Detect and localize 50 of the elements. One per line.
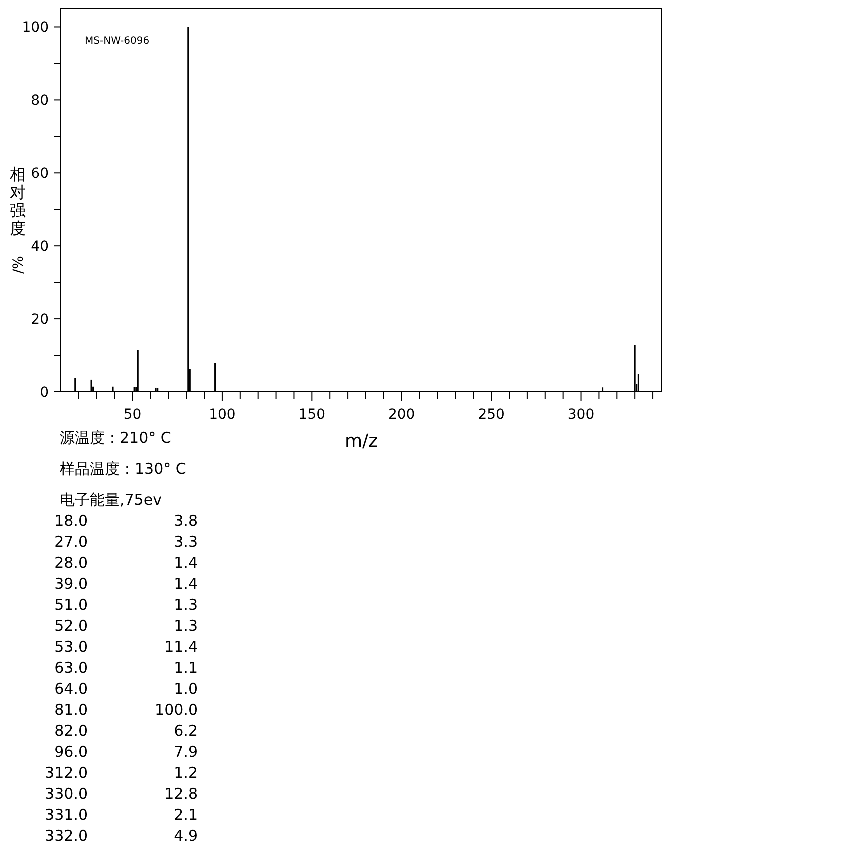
text: 1.1 bbox=[174, 659, 198, 677]
text: 81.0 bbox=[54, 701, 88, 719]
text: 源温度：210° C bbox=[60, 429, 172, 447]
text: 332.0 bbox=[45, 827, 88, 845]
y-axis-title: 相对强度/% bbox=[10, 165, 27, 274]
x-tick-label: 150 bbox=[298, 407, 326, 423]
x-tick-label: 250 bbox=[478, 407, 505, 423]
x-tick-label: 300 bbox=[568, 407, 595, 423]
text: 6.2 bbox=[174, 722, 198, 740]
y-tick-label: 100 bbox=[22, 20, 49, 36]
text: 1.2 bbox=[174, 764, 198, 782]
text: 11.4 bbox=[164, 638, 198, 656]
y-tick-label: 20 bbox=[31, 312, 49, 328]
text: 4.9 bbox=[174, 827, 198, 845]
text: 电子能量,75ev bbox=[60, 491, 162, 509]
text: 7.9 bbox=[174, 743, 198, 761]
y-tick-label: 80 bbox=[31, 93, 49, 110]
text: 1.3 bbox=[174, 617, 198, 635]
x-axis-title: m/z bbox=[344, 431, 378, 452]
text: 312.0 bbox=[45, 764, 88, 782]
text: 51.0 bbox=[54, 596, 88, 614]
text: 331.0 bbox=[45, 806, 88, 824]
y-tick-label: 40 bbox=[31, 239, 49, 256]
text: 52.0 bbox=[54, 617, 88, 635]
y-tick-label: 60 bbox=[31, 166, 49, 182]
text: 18.0 bbox=[54, 512, 88, 530]
text: 1.4 bbox=[174, 554, 198, 572]
text: 96.0 bbox=[54, 743, 88, 761]
text: 64.0 bbox=[54, 680, 88, 698]
text: 3.3 bbox=[174, 533, 198, 551]
text: 1.4 bbox=[174, 575, 198, 593]
text: 82.0 bbox=[54, 722, 88, 740]
text: 63.0 bbox=[54, 659, 88, 677]
text: 1.0 bbox=[174, 680, 198, 698]
y-tick-label: 0 bbox=[40, 385, 49, 401]
text: 39.0 bbox=[54, 575, 88, 593]
text: 2.1 bbox=[174, 806, 198, 824]
text: 28.0 bbox=[54, 554, 88, 572]
x-tick-label: 100 bbox=[209, 407, 236, 423]
text: 27.0 bbox=[54, 533, 88, 551]
text: 330.0 bbox=[45, 785, 88, 803]
annotation: MS-NW-6096 bbox=[85, 36, 150, 47]
text: 3.8 bbox=[174, 512, 198, 530]
x-tick-label: 200 bbox=[388, 407, 416, 423]
text: 100.0 bbox=[155, 701, 198, 719]
text: 样品温度：130° C bbox=[60, 460, 186, 478]
text: 1.3 bbox=[174, 596, 198, 614]
text: 53.0 bbox=[54, 638, 88, 656]
x-tick-label: 50 bbox=[124, 407, 142, 423]
text: 12.8 bbox=[164, 785, 198, 803]
